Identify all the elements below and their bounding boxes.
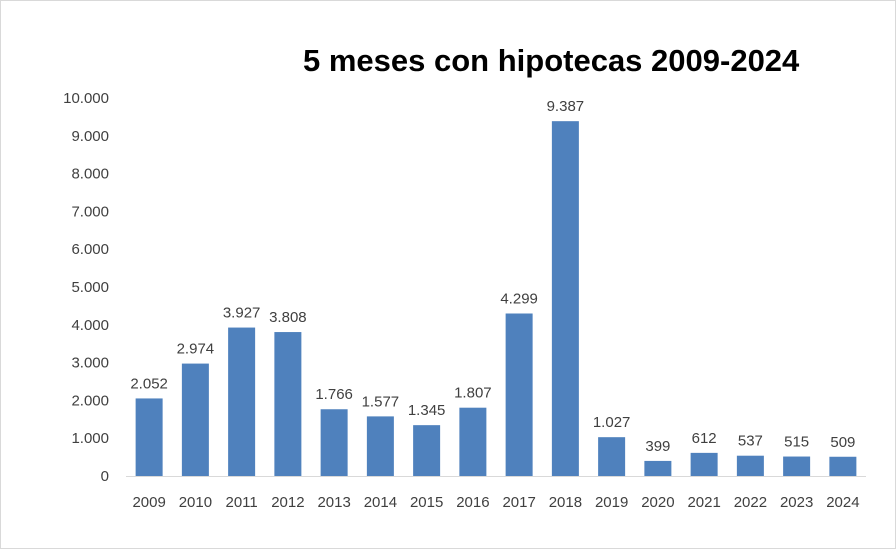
- bar: [181, 363, 209, 476]
- data-label: 2.974: [177, 341, 215, 358]
- bar: [274, 332, 302, 476]
- data-label: 1.766: [315, 386, 353, 403]
- bar: [551, 121, 579, 477]
- x-tick-label: 2013: [317, 494, 350, 511]
- bar: [228, 327, 256, 476]
- x-tick-label: 2021: [687, 494, 720, 511]
- y-tick-label: 7.000: [71, 203, 109, 220]
- data-label: 1.577: [362, 393, 400, 410]
- x-tick-label: 2012: [271, 494, 304, 511]
- bar: [135, 398, 163, 476]
- x-tick-label: 2023: [780, 494, 813, 511]
- y-tick-label: 1.000: [71, 430, 109, 447]
- data-label: 3.927: [223, 305, 261, 322]
- bar: [320, 409, 348, 476]
- data-label: 399: [645, 438, 670, 455]
- x-tick-label: 2011: [225, 494, 257, 511]
- x-tick-label: 2024: [826, 494, 859, 511]
- y-tick-label: 8.000: [71, 166, 109, 183]
- bar: [505, 313, 533, 476]
- y-tick-label: 6.000: [71, 241, 109, 258]
- x-tick-label: 2015: [410, 494, 443, 511]
- data-label: 2.052: [130, 375, 168, 392]
- data-label: 3.808: [269, 309, 307, 326]
- x-tick-label: 2009: [132, 494, 165, 511]
- data-label: 1.807: [454, 385, 492, 402]
- x-tick-label: 2019: [595, 494, 628, 511]
- data-label: 4.299: [500, 290, 538, 307]
- x-tick-label: 2010: [179, 494, 212, 511]
- y-tick-label: 0: [101, 468, 109, 485]
- bar: [736, 455, 764, 476]
- data-label: 509: [830, 434, 855, 451]
- chart-title: 5 meses con hipotecas 2009-2024: [303, 43, 800, 78]
- y-tick-label: 4.000: [71, 317, 109, 334]
- x-tick-label: 2018: [549, 494, 582, 511]
- bar: [690, 452, 718, 476]
- bar: [366, 416, 394, 476]
- bar: [829, 456, 857, 476]
- data-label: 9.387: [547, 98, 585, 115]
- x-tick-label: 2020: [641, 494, 674, 511]
- y-tick-label: 5.000: [71, 279, 109, 296]
- x-tick-label: 2014: [364, 494, 397, 511]
- data-label: 1.345: [408, 402, 446, 419]
- y-tick-label: 9.000: [71, 128, 109, 145]
- data-label: 537: [738, 433, 763, 450]
- y-tick-label: 10.000: [63, 90, 109, 107]
- bar: [413, 425, 441, 476]
- data-label: 1.027: [593, 414, 631, 431]
- data-label: 515: [784, 434, 809, 451]
- x-tick-label: 2022: [734, 494, 767, 511]
- x-tick-label: 2017: [502, 494, 535, 511]
- y-tick-label: 3.000: [71, 355, 109, 372]
- bar: [783, 456, 811, 476]
- y-tick-label: 2.000: [71, 392, 109, 409]
- bar: [459, 407, 487, 476]
- data-label: 612: [692, 430, 717, 447]
- x-tick-label: 2016: [456, 494, 489, 511]
- bar: [598, 437, 626, 476]
- bar: [644, 460, 672, 476]
